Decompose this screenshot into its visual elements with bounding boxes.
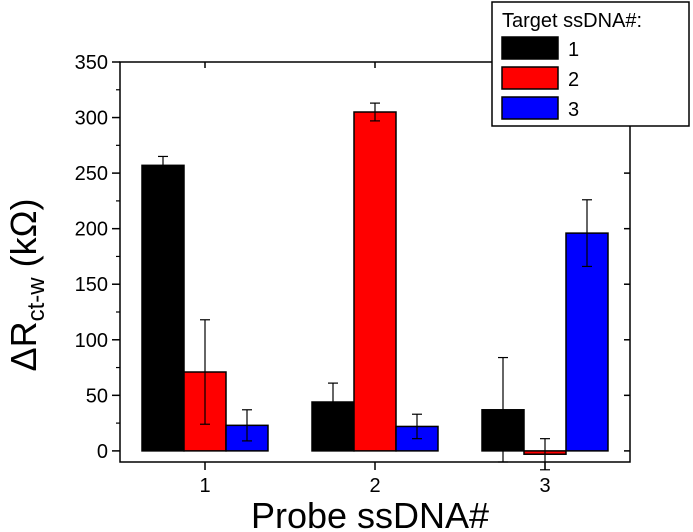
y-axis-title-unit: (kΩ) [3, 199, 44, 278]
y-tick-label: 0 [97, 441, 108, 463]
legend-label: 3 [568, 99, 579, 121]
legend-label: 1 [568, 39, 579, 61]
bars-group [141, 111, 609, 455]
y-axis-title-main: ΔR [3, 321, 44, 371]
x-tick-label: 3 [539, 475, 550, 497]
y-tick-label: 50 [86, 385, 108, 407]
y-tick-label: 250 [75, 163, 108, 185]
y-tick-label: 350 [75, 52, 108, 74]
legend-swatch [501, 96, 559, 120]
legend-swatch [501, 66, 559, 90]
x-axis-title: Probe ssDNA# [251, 495, 489, 532]
legend-title: Target ssDNA#: [502, 10, 642, 32]
bar [141, 164, 185, 452]
bar [353, 111, 397, 452]
y-tick-label: 100 [75, 330, 108, 352]
legend-swatch [501, 36, 559, 60]
legend: Target ssDNA#: 1 2 3 [491, 1, 690, 127]
bar [565, 232, 609, 452]
y-axis-title: ΔRct-w (kΩ) [3, 199, 50, 372]
y-tick-label: 300 [75, 108, 108, 130]
y-tick-label: 150 [75, 274, 108, 296]
axes-group: 0 50 100 150 200 250 300 350 1 2 3 [75, 52, 631, 497]
y-axis-title-sub: ct-w [23, 277, 50, 322]
x-tick-label: 2 [369, 475, 380, 497]
y-tick-label: 200 [75, 219, 108, 241]
x-tick-label: 1 [199, 475, 210, 497]
legend-label: 2 [568, 69, 579, 91]
error-bars-group [158, 102, 592, 471]
